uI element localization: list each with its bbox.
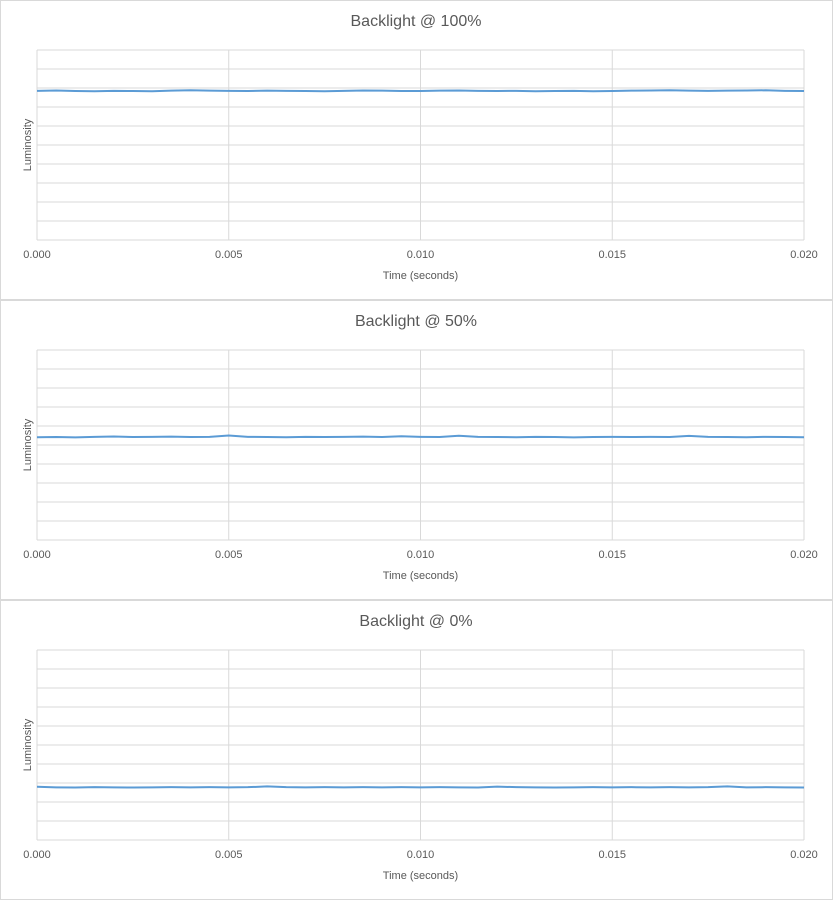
chart-title: Backlight @ 50% bbox=[355, 313, 477, 330]
x-tick-label: 0.020 bbox=[790, 249, 818, 261]
line-series bbox=[36, 89, 805, 93]
x-tick-label: 0.005 bbox=[215, 549, 243, 561]
x-tick-label: 0.020 bbox=[790, 549, 818, 561]
x-tick-label: 0.015 bbox=[598, 849, 626, 861]
x-tick-label: 0.015 bbox=[598, 549, 626, 561]
x-tick-label: 0.010 bbox=[407, 549, 435, 561]
x-tick-label: 0.010 bbox=[407, 249, 435, 261]
x-tick-label: 0.000 bbox=[23, 549, 51, 561]
x-axis-title: Time (seconds) bbox=[383, 870, 458, 882]
x-axis-title: Time (seconds) bbox=[383, 570, 458, 582]
x-tick-label: 0.010 bbox=[407, 849, 435, 861]
line-series bbox=[36, 785, 805, 789]
y-axis-title: Luminosity bbox=[22, 418, 34, 471]
x-tick-label: 0.005 bbox=[215, 849, 243, 861]
chart-title: Backlight @ 100% bbox=[351, 13, 482, 30]
y-axis-title: Luminosity bbox=[22, 118, 34, 171]
y-axis-title: Luminosity bbox=[22, 718, 34, 771]
x-tick-label: 0.020 bbox=[790, 849, 818, 861]
x-tick-label: 0.005 bbox=[215, 249, 243, 261]
line-series bbox=[36, 434, 805, 439]
x-tick-label: 0.015 bbox=[598, 249, 626, 261]
x-axis-title: Time (seconds) bbox=[383, 270, 458, 282]
x-tick-label: 0.000 bbox=[23, 849, 51, 861]
x-tick-label: 0.000 bbox=[23, 249, 51, 261]
chart-title: Backlight @ 0% bbox=[359, 613, 472, 630]
